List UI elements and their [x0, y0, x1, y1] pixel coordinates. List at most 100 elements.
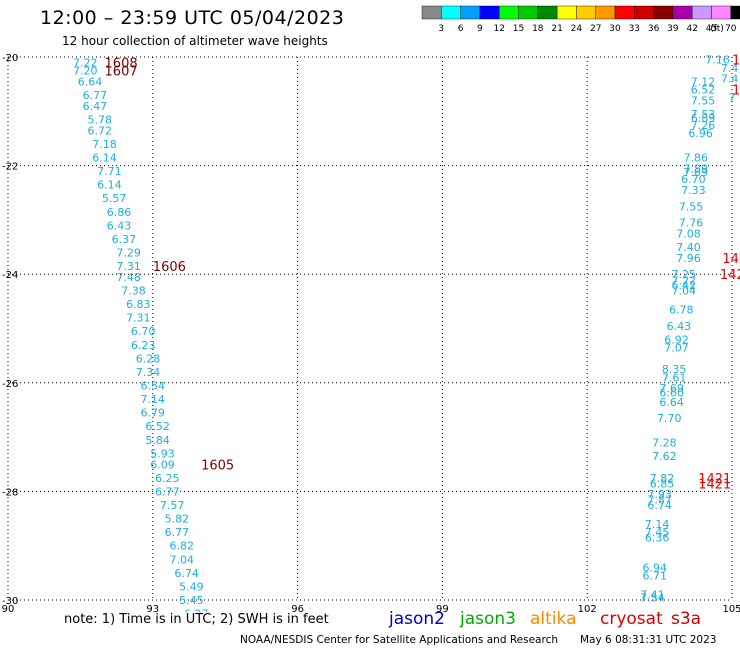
wave-height-label: 5.93 [150, 447, 175, 460]
longitude-tick-label: 105 [722, 604, 740, 612]
colorbar-tick-label: 42 [686, 24, 697, 34]
altimeter-track: 7.167.47.47.126.5277.557.536.897.266.967… [640, 54, 740, 605]
wave-height-label: 7.54 [640, 591, 665, 604]
wave-height-label: 5.82 [165, 513, 190, 526]
wave-height-label: 7.71 [97, 165, 122, 178]
observation-time-label: 142 [722, 252, 740, 267]
wave-height-label: 6.79 [141, 407, 166, 420]
wave-height-label: 6.74 [174, 567, 199, 580]
wave-height-label: 6.52 [691, 84, 716, 97]
wave-height-label: 7.07 [664, 342, 689, 355]
page-title: 12:00 – 23:59 UTC 05/04/2023 [40, 7, 345, 29]
wave-height-label: 7.48 [116, 271, 141, 284]
wave-height-label: 7.4 [721, 62, 739, 75]
wave-height-label: 6.64 [78, 75, 103, 88]
wave-height-label: 6.54 [141, 380, 166, 393]
wave-height-label: 7.29 [116, 246, 141, 259]
wave-height-label: 7.69 [684, 166, 709, 179]
wave-height-label: 6.78 [669, 303, 694, 316]
colorbar-tick-label: 15 [513, 24, 524, 34]
observation-time-label: 1421 [698, 477, 731, 492]
wave-height-label: 6.36 [645, 532, 670, 545]
satellite-cryosat-label: cryosat [600, 609, 663, 629]
wave-height-label: 5.57 [102, 192, 127, 205]
colorbar-tick-label: 33 [629, 24, 640, 34]
longitude-tick-label: 102 [578, 604, 597, 612]
wave-height-label: 7.89 [684, 162, 709, 175]
wave-height-label: 7.12 [691, 75, 716, 88]
wave-height-label: 5.84 [145, 434, 170, 447]
colorbar-tick-label: 70 [725, 24, 737, 34]
wave-height-label: 7.70 [657, 412, 682, 425]
wave-height-label: 7.25 [671, 268, 696, 281]
longitude-tick-label: 96 [291, 604, 304, 612]
wave-height-label: 6.43 [667, 320, 692, 333]
observation-time-label: 1605 [201, 458, 234, 473]
wave-height-label: 7.55 [679, 200, 704, 213]
wave-height-label: 7.76 [679, 217, 704, 230]
color-scale-legend: 3 6 9 12 15 18 21 24 27 30 33 36 39 42 45 70(ft) [421, 5, 740, 34]
wave-height-label: 7.57 [160, 499, 185, 512]
observation-time-label: 1607 [105, 65, 138, 80]
wave-height-label: 5.45 [179, 594, 204, 607]
longitude-tick-label: 90 [2, 604, 15, 612]
wave-height-label: 7.87 [647, 494, 672, 507]
footer-note: note: 1) Time is in UTC; 2) SWH is in fe… [64, 612, 329, 627]
wave-height-label: 6.42 [671, 279, 696, 292]
wave-height-label: 6.28 [136, 352, 161, 365]
wave-height-label: 6.14 [97, 179, 122, 192]
satellite-jason2-label: jason2 [389, 609, 445, 629]
wave-height-label: 6.94 [643, 561, 668, 574]
wave-height-label: 6.85 [650, 477, 675, 490]
wave-height-label: 6.92 [664, 333, 689, 346]
wave-height-label: 6.77 [155, 485, 180, 498]
colorbar-unit-label: (ft) [710, 24, 724, 34]
observation-time-label: 1606 [153, 260, 186, 275]
wave-height-label: 6.71 [643, 570, 668, 583]
wave-height-label: 7.14 [141, 393, 166, 406]
latitude-tick-label: -24 [2, 270, 18, 281]
wave-height-label: 7.62 [652, 450, 677, 463]
wave-height-label: 7.82 [650, 472, 675, 485]
graticule: 90 93 96 99 102 105 -20 -22 -24 -26 -28 -30 [2, 53, 740, 612]
wave-height-label: 6.43 [107, 219, 132, 232]
wave-height-label: 6.60 [659, 387, 684, 400]
colorbar-tick-label: 9 [477, 24, 483, 34]
wave-height-label: 7.34 [136, 366, 161, 379]
colorbar-tick-label: 36 [648, 24, 660, 34]
wave-height-label: 7.20 [73, 65, 98, 78]
wave-height-label: 6.89 [691, 112, 716, 125]
satellite-s3a-label: s3a [671, 609, 702, 629]
colorbar-tick-label: 39 [667, 24, 679, 34]
colorbar-tick-label: 27 [590, 24, 601, 34]
wave-height-label: 7.4 [721, 73, 739, 86]
wave-height-label: 7.45 [645, 526, 670, 539]
colorbar-tick-label: 18 [532, 24, 544, 34]
wave-height-label: 7.14 [645, 518, 670, 531]
colorbar-tick-label: 45 [706, 24, 717, 34]
wave-height-label: 7.08 [676, 227, 701, 240]
wave-height-label: 6.27 [184, 608, 209, 612]
wave-height-label: 7.04 [671, 284, 696, 297]
wave-height-label: 5.78 [87, 113, 112, 126]
colorbar-tick-label: 6 [458, 24, 464, 34]
colorbar-swatch [730, 5, 740, 20]
wave-height-label: 6.47 [83, 100, 108, 113]
wave-height-label: 6.70 [681, 173, 706, 186]
colorbar-tick-label: 3 [438, 24, 444, 34]
wave-height-map: 90 93 96 99 102 105-20-22-24-26-28-307.227.20… [2, 53, 740, 612]
generated-timestamp: May 6 08:31:31 UTC 2023 [580, 634, 717, 646]
wave-height-label: 7.38 [121, 284, 146, 297]
wave-height-label: 7.28 [652, 437, 677, 450]
wave-height-label: 7.86 [684, 151, 709, 164]
wave-height-label: 6.82 [170, 540, 195, 553]
wave-height-label: 7.61 [662, 371, 687, 384]
wave-height-label: 7.22 [671, 275, 696, 288]
colorbar-tick-label: 24 [571, 24, 583, 34]
wave-height-label: 6.52 [145, 420, 170, 433]
wave-height-label: 7.26 [691, 119, 716, 132]
colorbar-tick-label: 30 [609, 24, 621, 34]
latitude-tick-label: -22 [2, 162, 18, 173]
observation-time-label: 1608 [105, 56, 138, 71]
wave-height-label: 7 [729, 92, 736, 105]
